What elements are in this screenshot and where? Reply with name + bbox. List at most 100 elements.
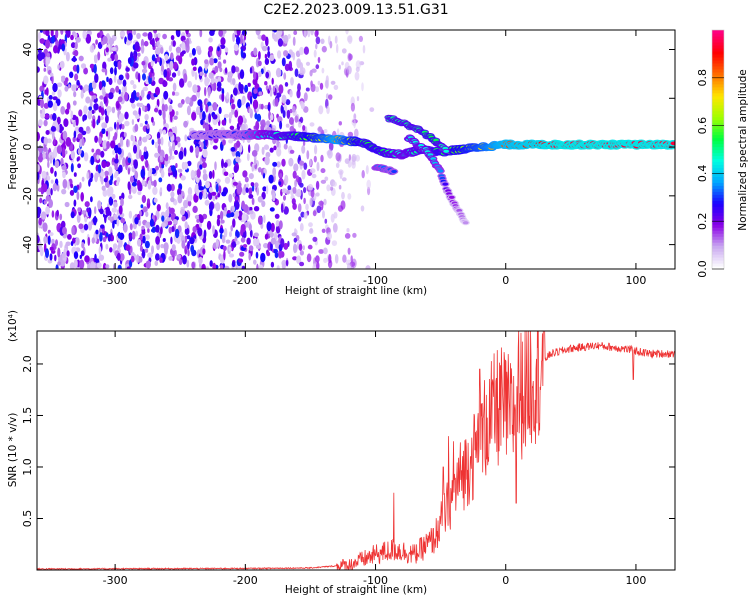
noise-speck bbox=[224, 207, 228, 212]
noise-speck bbox=[136, 254, 140, 264]
noise-speck bbox=[62, 147, 65, 157]
noise-speck bbox=[143, 150, 149, 160]
noise-speck bbox=[170, 196, 175, 203]
noise-speck bbox=[353, 119, 356, 129]
y-tick-label: 0 bbox=[21, 144, 34, 151]
noise-speck bbox=[59, 240, 63, 248]
noise-speck bbox=[266, 221, 272, 232]
noise-speck bbox=[64, 201, 70, 208]
x-tick-label: 0 bbox=[502, 574, 509, 587]
noise-speck bbox=[123, 223, 128, 233]
noise-speck bbox=[191, 94, 197, 102]
noise-speck bbox=[292, 106, 296, 113]
noise-speck bbox=[355, 66, 360, 73]
noise-speck bbox=[261, 168, 264, 176]
noise-speck bbox=[221, 235, 226, 244]
noise-speck bbox=[303, 30, 307, 38]
noise-speck bbox=[151, 54, 156, 62]
noise-speck bbox=[269, 54, 275, 62]
noise-speck bbox=[156, 131, 161, 140]
colorbar-segment bbox=[712, 68, 724, 73]
noise-speck bbox=[162, 110, 166, 121]
noise-speck bbox=[120, 217, 126, 224]
noise-speck bbox=[151, 139, 155, 146]
colorbar-segment bbox=[712, 236, 724, 240]
noise-speck bbox=[212, 145, 218, 150]
noise-speck bbox=[174, 150, 178, 155]
noise-speck bbox=[293, 237, 297, 243]
noise-speck bbox=[257, 196, 263, 203]
colorbar-segment bbox=[712, 170, 724, 174]
noise-speck bbox=[194, 71, 198, 81]
noise-speck bbox=[248, 223, 252, 232]
noise-speck bbox=[149, 167, 153, 174]
noise-speck bbox=[44, 89, 47, 95]
noise-speck bbox=[299, 160, 305, 166]
noise-speck bbox=[281, 263, 286, 269]
noise-speck bbox=[319, 82, 324, 90]
noise-speck bbox=[298, 243, 303, 251]
noise-speck bbox=[208, 187, 213, 193]
noise-speck bbox=[273, 145, 277, 151]
noise-speck bbox=[164, 53, 169, 61]
noise-speck bbox=[162, 238, 166, 242]
noise-speck bbox=[82, 30, 87, 40]
chart-title: C2E2.2023.009.13.51.G31 bbox=[263, 2, 448, 18]
noise-speck bbox=[149, 218, 154, 227]
noise-speck bbox=[65, 77, 69, 83]
noise-speck bbox=[56, 82, 63, 88]
noise-speck bbox=[235, 156, 241, 163]
noise-speck bbox=[240, 33, 243, 41]
noise-speck bbox=[172, 61, 178, 70]
noise-speck bbox=[299, 64, 303, 73]
noise-speck bbox=[77, 133, 83, 140]
noise-speck bbox=[185, 30, 189, 35]
noise-speck bbox=[365, 165, 369, 175]
noise-speck bbox=[192, 66, 197, 72]
noise-speck bbox=[40, 52, 46, 60]
noise-speck bbox=[311, 68, 317, 73]
noise-speck bbox=[293, 243, 297, 254]
noise-speck bbox=[223, 250, 226, 261]
noise-speck bbox=[65, 137, 72, 147]
noise-speck bbox=[328, 253, 332, 264]
noise-speck bbox=[177, 188, 182, 196]
branch-1-core bbox=[462, 221, 469, 225]
noise-speck bbox=[118, 205, 123, 215]
branch-1-core bbox=[442, 182, 449, 186]
noise-speck bbox=[260, 103, 264, 110]
noise-speck bbox=[166, 183, 172, 192]
noise-speck bbox=[158, 109, 162, 115]
noise-speck bbox=[83, 223, 89, 231]
noise-speck bbox=[275, 67, 282, 78]
noise-speck bbox=[41, 170, 47, 179]
noise-speck bbox=[37, 131, 40, 142]
noise-speck bbox=[98, 81, 103, 91]
noise-speck bbox=[248, 173, 254, 180]
noise-speck bbox=[265, 36, 269, 47]
noise-speck bbox=[348, 154, 352, 161]
noise-speck bbox=[160, 47, 164, 54]
noise-speck bbox=[285, 259, 289, 267]
noise-speck bbox=[316, 161, 320, 172]
noise-speck bbox=[100, 176, 104, 185]
noise-speck bbox=[222, 139, 226, 146]
noise-speck bbox=[70, 183, 74, 189]
noise-speck bbox=[106, 76, 109, 82]
noise-speck bbox=[258, 91, 263, 96]
noise-speck bbox=[62, 171, 66, 179]
noise-speck bbox=[292, 52, 296, 61]
noise-speck bbox=[106, 141, 110, 149]
noise-speck bbox=[183, 73, 188, 83]
noise-speck bbox=[215, 238, 219, 249]
noise-speck bbox=[171, 72, 177, 78]
x-tick-label: -100 bbox=[363, 274, 388, 287]
noise-speck bbox=[57, 261, 61, 266]
noise-speck bbox=[285, 99, 291, 106]
noise-speck bbox=[145, 159, 149, 168]
noise-speck bbox=[281, 94, 287, 104]
noise-speck bbox=[268, 84, 272, 91]
noise-speck bbox=[248, 187, 253, 196]
noise-speck bbox=[228, 139, 234, 144]
